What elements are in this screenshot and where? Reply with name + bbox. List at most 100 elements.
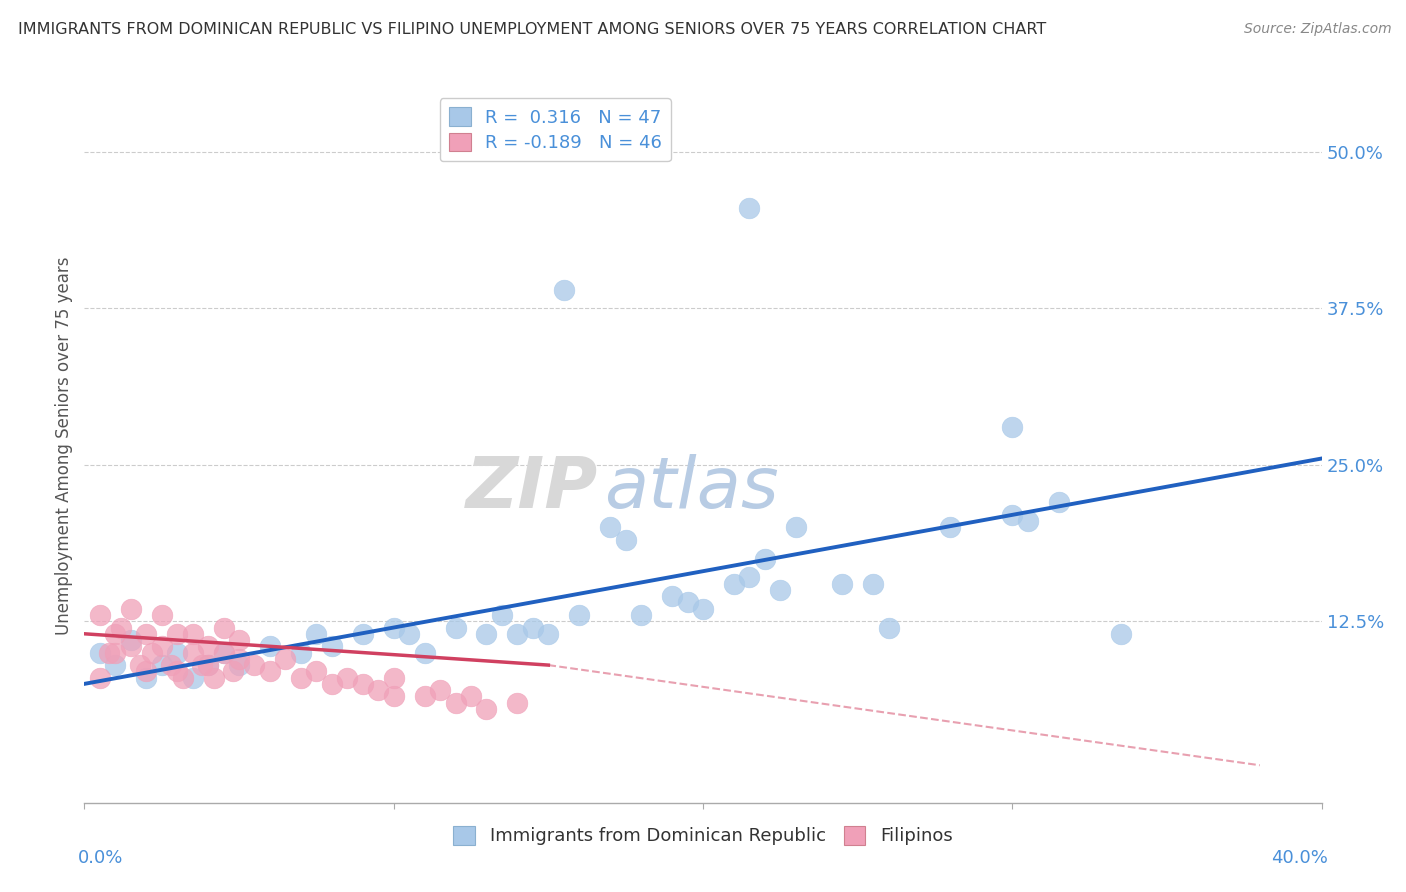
Point — [166, 646, 188, 660]
Point — [444, 696, 467, 710]
Point — [274, 652, 297, 666]
Point — [212, 621, 235, 635]
Point — [120, 633, 142, 648]
Point — [172, 671, 194, 685]
Point — [352, 627, 374, 641]
Point — [228, 658, 250, 673]
Point — [630, 607, 652, 622]
Point — [212, 646, 235, 660]
Point — [738, 570, 761, 584]
Point — [939, 520, 962, 534]
Point — [166, 627, 188, 641]
Point — [89, 646, 111, 660]
Y-axis label: Unemployment Among Seniors over 75 years: Unemployment Among Seniors over 75 years — [55, 257, 73, 635]
Point — [120, 601, 142, 615]
Point — [135, 665, 157, 679]
Point — [568, 607, 591, 622]
Point — [228, 633, 250, 648]
Point — [352, 677, 374, 691]
Point — [290, 671, 312, 685]
Point — [129, 658, 152, 673]
Point — [110, 621, 132, 635]
Point — [862, 576, 884, 591]
Point — [769, 582, 792, 597]
Point — [181, 646, 204, 660]
Point — [336, 671, 359, 685]
Point — [785, 520, 807, 534]
Point — [259, 640, 281, 654]
Point — [104, 658, 127, 673]
Point — [444, 621, 467, 635]
Point — [367, 683, 389, 698]
Point — [104, 627, 127, 641]
Point — [98, 646, 121, 660]
Point — [831, 576, 853, 591]
Point — [413, 690, 436, 704]
Point — [141, 646, 163, 660]
Point — [398, 627, 420, 641]
Point — [202, 671, 225, 685]
Point — [723, 576, 745, 591]
Point — [197, 658, 219, 673]
Point — [1109, 627, 1132, 641]
Point — [259, 665, 281, 679]
Point — [413, 646, 436, 660]
Point — [89, 671, 111, 685]
Point — [661, 589, 683, 603]
Point — [135, 627, 157, 641]
Point — [692, 601, 714, 615]
Point — [1017, 514, 1039, 528]
Point — [429, 683, 451, 698]
Text: 40.0%: 40.0% — [1271, 849, 1327, 867]
Point — [228, 652, 250, 666]
Point — [305, 665, 328, 679]
Point — [475, 702, 498, 716]
Point — [150, 607, 173, 622]
Point — [305, 627, 328, 641]
Text: ZIP: ZIP — [465, 454, 598, 524]
Point — [120, 640, 142, 654]
Point — [197, 640, 219, 654]
Point — [135, 671, 157, 685]
Point — [553, 283, 575, 297]
Point — [104, 646, 127, 660]
Point — [243, 658, 266, 673]
Point — [160, 658, 183, 673]
Point — [754, 551, 776, 566]
Point — [382, 671, 405, 685]
Point — [537, 627, 560, 641]
Point — [181, 671, 204, 685]
Point — [197, 658, 219, 673]
Point — [1001, 420, 1024, 434]
Point — [290, 646, 312, 660]
Point — [522, 621, 544, 635]
Point — [1047, 495, 1070, 509]
Point — [382, 690, 405, 704]
Point — [321, 677, 343, 691]
Point — [614, 533, 637, 547]
Text: Source: ZipAtlas.com: Source: ZipAtlas.com — [1244, 22, 1392, 37]
Point — [166, 665, 188, 679]
Point — [506, 627, 529, 641]
Text: IMMIGRANTS FROM DOMINICAN REPUBLIC VS FILIPINO UNEMPLOYMENT AMONG SENIORS OVER 7: IMMIGRANTS FROM DOMINICAN REPUBLIC VS FI… — [18, 22, 1046, 37]
Point — [181, 627, 204, 641]
Point — [460, 690, 482, 704]
Point — [89, 607, 111, 622]
Point — [222, 665, 245, 679]
Point — [382, 621, 405, 635]
Point — [212, 646, 235, 660]
Text: atlas: atlas — [605, 454, 779, 524]
Point — [676, 595, 699, 609]
Point — [877, 621, 900, 635]
Point — [506, 696, 529, 710]
Point — [191, 658, 214, 673]
Text: 0.0%: 0.0% — [79, 849, 124, 867]
Point — [599, 520, 621, 534]
Point — [738, 201, 761, 215]
Point — [475, 627, 498, 641]
Point — [491, 607, 513, 622]
Point — [321, 640, 343, 654]
Point — [1001, 508, 1024, 522]
Point — [150, 658, 173, 673]
Legend: Immigrants from Dominican Republic, Filipinos: Immigrants from Dominican Republic, Fili… — [444, 817, 962, 855]
